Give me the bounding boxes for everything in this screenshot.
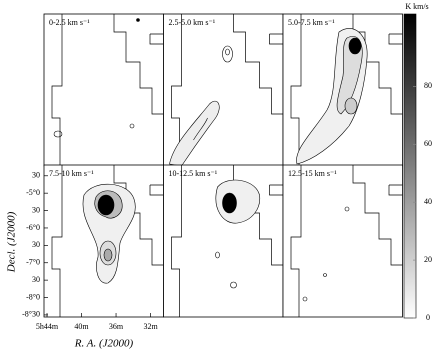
contour [222, 192, 237, 214]
y-tick-label: -8°0 [26, 292, 40, 301]
contour [323, 273, 327, 277]
contour [215, 251, 220, 259]
y-tick-label: -6°0 [26, 223, 40, 232]
contour [230, 281, 237, 289]
panel-label: 7.5-10 km s⁻¹ [49, 169, 94, 178]
panel-label: 10-12.5 km s⁻¹ [169, 169, 218, 178]
colorbar-tick-label: 60 [424, 139, 432, 148]
panel-label: 5.0-7.5 km s⁻¹ [288, 18, 335, 27]
y-tick-label: 30 [32, 240, 40, 249]
contour [193, 117, 208, 141]
panel-label: 12.5-15 km s⁻¹ [288, 169, 337, 178]
y-tick-label: -5°0 [26, 188, 40, 197]
panel-label: 2.5-5.0 km s⁻¹ [169, 18, 216, 27]
y-tick-label: 30 [32, 275, 40, 284]
survey-boundary [171, 14, 283, 166]
y-tick-label: -7°0 [26, 258, 40, 267]
contour [302, 296, 308, 302]
contour [348, 37, 362, 55]
panel: 0-2.5 km s⁻¹ [43, 13, 164, 167]
panel: 10-12.5 km s⁻¹ [163, 164, 284, 318]
panel: 5.0-7.5 km s⁻¹ [282, 13, 403, 167]
contour [344, 97, 358, 115]
x-axis-title: R. A. (J2000) [74, 338, 134, 350]
x-tick-label: 32m [143, 322, 158, 331]
colorbar-tick-label: 80 [424, 81, 432, 90]
survey-boundary [51, 165, 164, 317]
colorbar [403, 13, 417, 319]
colorbar-title: K km/s [405, 2, 428, 11]
contour [222, 45, 233, 63]
colorbar-tick-label: 0 [426, 313, 430, 322]
panel-frame [282, 164, 403, 318]
colorbar-tick-label: 20 [424, 255, 432, 264]
panel: 12.5-15 km s⁻¹ [282, 164, 403, 318]
x-tick-label: 40m [74, 322, 89, 331]
y-tick-label: -8°30 [22, 310, 40, 319]
y-tick-label: 30 [32, 171, 40, 180]
colorbar-tick-label: 40 [424, 197, 432, 206]
contour [169, 100, 220, 167]
contour [129, 123, 135, 129]
contour [336, 36, 363, 115]
survey-boundary [290, 165, 403, 317]
survey-boundary [290, 14, 403, 166]
contour [103, 248, 113, 262]
contour [53, 130, 63, 138]
x-tick-label: 36m [109, 322, 124, 331]
contour [225, 48, 230, 56]
panel-frame [43, 13, 164, 167]
x-tick-label: 5h44m [36, 322, 59, 331]
contour [97, 194, 115, 216]
y-axis-title: Decl. (J2000) [6, 211, 18, 273]
panel: 7.5-10 km s⁻¹ [43, 164, 164, 318]
panel-label: 0-2.5 km s⁻¹ [49, 18, 90, 27]
contour [344, 206, 350, 212]
contour [136, 18, 140, 22]
survey-boundary [171, 165, 283, 317]
survey-boundary [51, 14, 164, 166]
y-tick-label: 30 [32, 205, 40, 214]
panel: 2.5-5.0 km s⁻¹ [163, 13, 284, 167]
